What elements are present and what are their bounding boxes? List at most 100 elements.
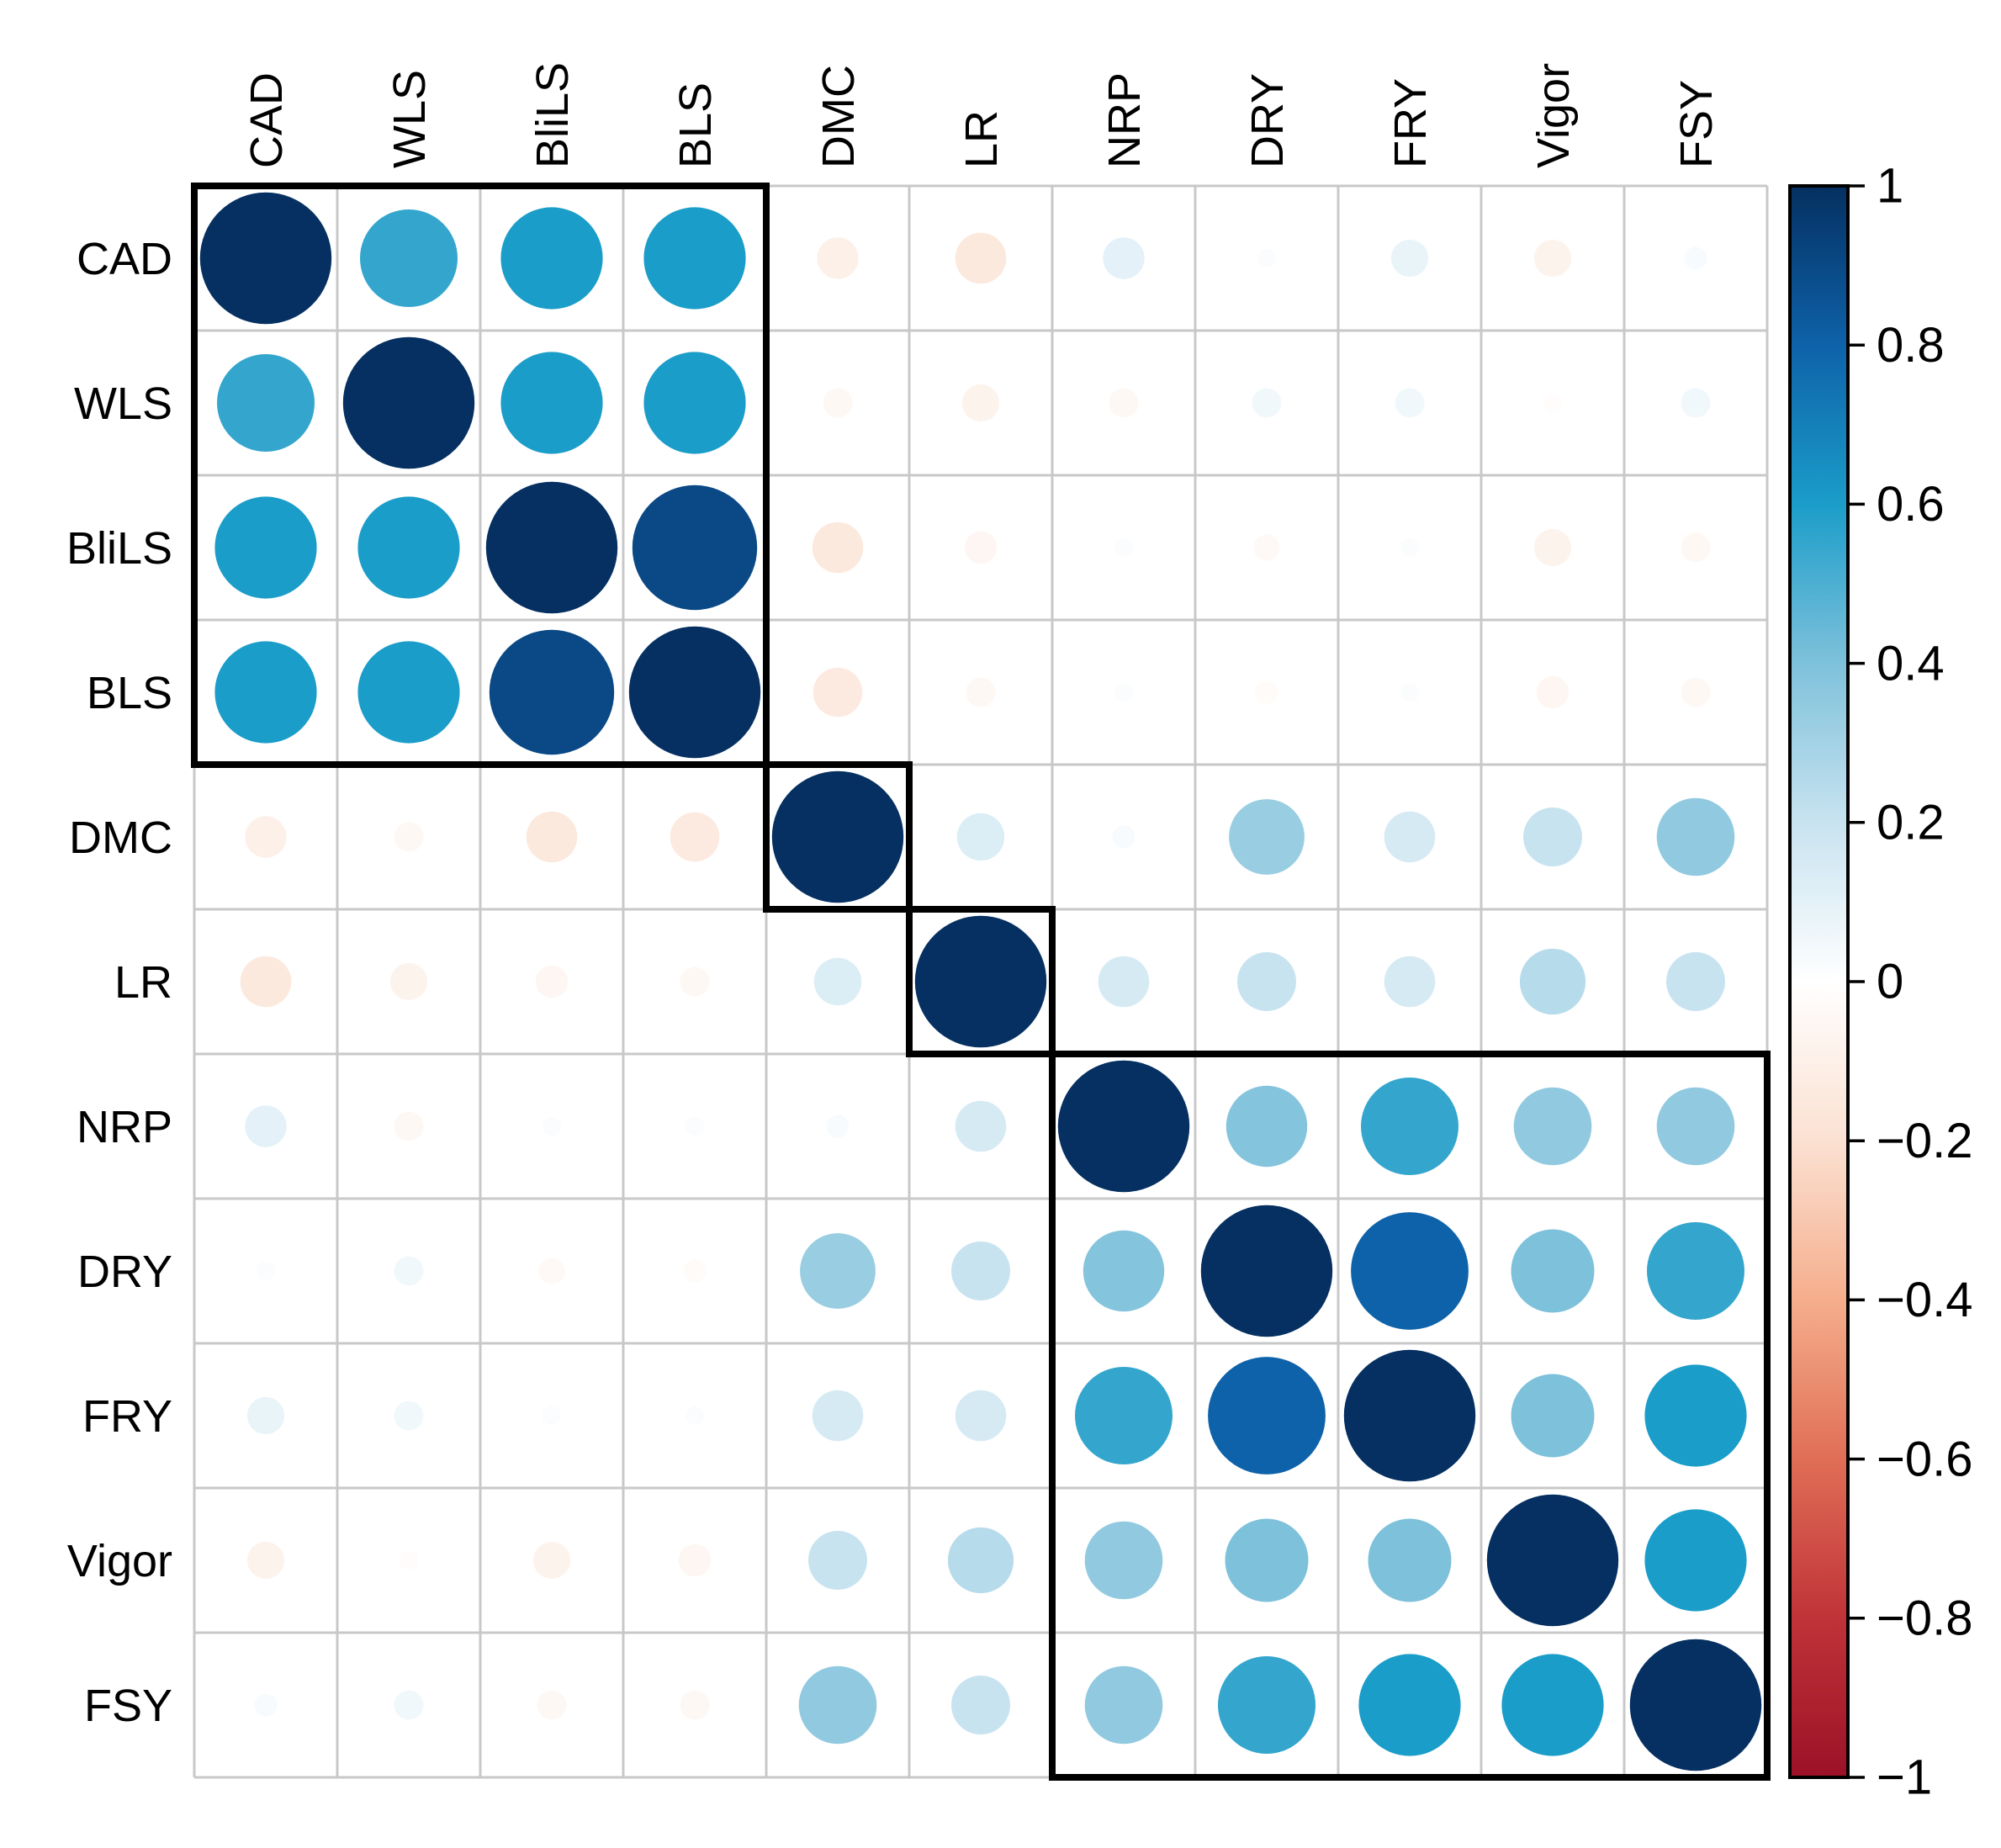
cell-DMC-DMC (771, 770, 904, 903)
cell-CAD-BliLS (500, 207, 603, 310)
cell-FRY-CAD (246, 1396, 285, 1435)
cell-CAD-NRP (1103, 237, 1145, 279)
cell-BliLS-BliLS (485, 481, 618, 614)
cell-FRY-Vigor (1511, 1374, 1595, 1458)
cell-DMC-Vigor (1523, 808, 1582, 866)
cell-Vigor-DRY (1225, 1518, 1309, 1602)
cell-BliLS-FRY (1400, 537, 1420, 558)
colorbar-tick-label: −0.6 (1877, 1432, 1973, 1486)
column-label-DMC: DMC (813, 65, 864, 168)
cell-DRY-BLS (683, 1259, 707, 1283)
cell-Vigor-DMC (808, 1531, 867, 1590)
cell-DRY-FSY (1647, 1222, 1744, 1320)
cell-NRP-DRY (1225, 1085, 1308, 1168)
cell-BliLS-WLS (357, 496, 460, 599)
cell-DMC-BliLS (526, 811, 578, 863)
cell-LR-CAD (240, 956, 292, 1008)
colorbar-tick-label: 0.6 (1877, 477, 1945, 532)
cell-BliLS-Vigor (1533, 528, 1572, 567)
cell-CAD-DMC (817, 237, 859, 279)
cell-BliLS-BLS (632, 485, 758, 611)
cell-DRY-Vigor (1511, 1229, 1595, 1313)
cell-LR-NRP (1098, 956, 1150, 1008)
cell-FSY-FSY (1629, 1639, 1762, 1771)
cell-NRP-WLS (394, 1111, 424, 1141)
column-label-NRP: NRP (1099, 72, 1150, 168)
cell-BLS-Vigor (1536, 675, 1570, 709)
column-label-BLS: BLS (670, 82, 721, 168)
cell-WLS-LR (961, 384, 1000, 422)
cell-Vigor-BLS (678, 1544, 712, 1577)
cell-DMC-BLS (670, 812, 720, 862)
cell-LR-DRY (1237, 952, 1296, 1011)
cell-Vigor-Vigor (1486, 1494, 1619, 1627)
cell-DRY-FRY (1351, 1212, 1469, 1330)
cell-BLS-NRP (1114, 682, 1134, 702)
colorbar (1788, 184, 1850, 1779)
cell-CAD-CAD (199, 192, 332, 325)
cell-DRY-NRP (1083, 1230, 1165, 1312)
cluster-box (906, 906, 1056, 1057)
cell-DRY-DRY (1200, 1205, 1333, 1337)
cell-Vigor-WLS (399, 1550, 419, 1570)
cell-BliLS-FSY (1681, 532, 1711, 563)
cell-FSY-LR (951, 1676, 1010, 1734)
row-label-LR: LR (114, 957, 172, 1008)
colorbar-tick-label: −0.8 (1877, 1591, 1973, 1646)
cluster-box (1049, 1051, 1771, 1781)
cell-CAD-Vigor (1533, 239, 1572, 278)
cell-CAD-DRY (1257, 248, 1277, 268)
cell-NRP-NRP (1057, 1060, 1190, 1193)
colorbar-tick-label: 0.2 (1877, 796, 1945, 850)
cell-NRP-FRY (1361, 1078, 1458, 1175)
cell-FSY-CAD (254, 1693, 278, 1717)
cell-Vigor-FSY (1644, 1509, 1747, 1612)
cell-FSY-DMC (798, 1665, 877, 1745)
cell-BLS-FRY (1400, 682, 1420, 702)
cell-BLS-LR (966, 677, 996, 707)
cell-FSY-Vigor (1501, 1654, 1604, 1756)
cell-Vigor-NRP (1084, 1521, 1163, 1600)
cluster-box (763, 761, 913, 913)
column-label-WLS: WLS (384, 70, 435, 168)
cell-FRY-FRY (1343, 1349, 1476, 1482)
cell-NRP-LR (955, 1100, 1007, 1152)
cell-BLS-BliLS (489, 629, 615, 755)
cell-FRY-DRY (1208, 1357, 1326, 1475)
cell-DRY-CAD (256, 1261, 276, 1281)
colorbar-tick-label: 0.8 (1877, 318, 1945, 373)
cell-BLS-BLS (628, 626, 761, 759)
cell-LR-LR (914, 915, 1047, 1048)
row-label-BliLS: BliLS (66, 523, 172, 574)
cell-CAD-FRY (1390, 239, 1429, 278)
cell-DRY-WLS (394, 1256, 424, 1286)
cell-WLS-DMC (823, 388, 853, 418)
cell-DMC-FRY (1384, 811, 1436, 863)
cell-NRP-FSY (1656, 1087, 1735, 1166)
row-label-FSY: FSY (84, 1681, 172, 1731)
cell-DRY-DMC (800, 1233, 876, 1309)
cell-BLS-DMC (813, 667, 863, 717)
cell-NRP-BliLS (542, 1116, 562, 1136)
column-label-Vigor: Vigor (1528, 63, 1579, 168)
cell-Vigor-CAD (246, 1541, 285, 1580)
cell-DMC-FSY (1656, 797, 1735, 876)
column-label-BliLS: BliLS (527, 62, 578, 168)
cell-WLS-CAD (217, 354, 315, 452)
colorbar-tick-label: −0.4 (1877, 1273, 1973, 1327)
cell-LR-Vigor (1519, 948, 1586, 1015)
cell-FRY-DMC (812, 1390, 864, 1442)
cell-BliLS-DRY (1253, 534, 1280, 561)
cell-WLS-FRY (1395, 388, 1425, 418)
colorbar-tick-label: −1 (1877, 1750, 1932, 1805)
cell-FRY-LR (955, 1390, 1007, 1442)
cell-BLS-DRY (1255, 680, 1278, 704)
cell-LR-DMC (813, 957, 862, 1006)
cell-DMC-WLS (394, 822, 424, 852)
cell-WLS-BLS (643, 352, 746, 454)
cell-FSY-BliLS (537, 1690, 567, 1720)
cell-DMC-NRP (1112, 825, 1135, 849)
cell-NRP-DMC (826, 1115, 850, 1138)
